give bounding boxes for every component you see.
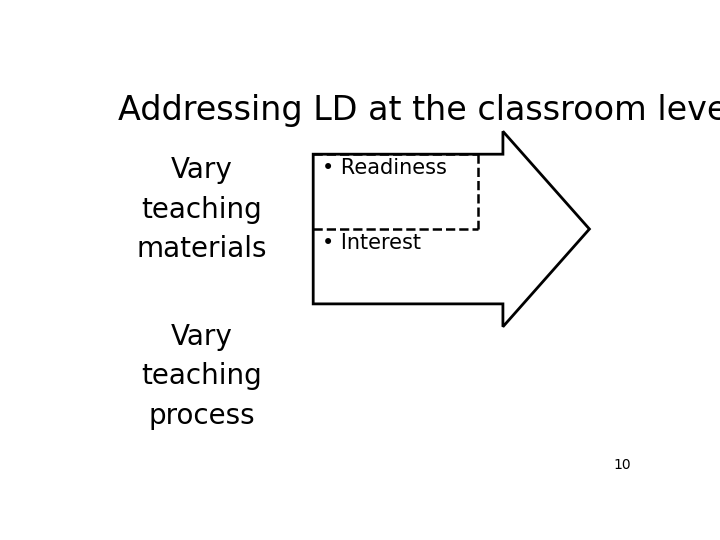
Text: Vary: Vary [171, 322, 233, 350]
Text: • Readiness: • Readiness [322, 158, 446, 178]
Text: process: process [148, 402, 255, 430]
Text: Vary: Vary [171, 156, 233, 184]
Text: Addressing LD at the classroom level: Addressing LD at the classroom level [118, 94, 720, 127]
Text: teaching: teaching [141, 362, 262, 390]
Text: teaching: teaching [141, 196, 262, 224]
Text: • Interest: • Interest [322, 233, 420, 253]
Text: materials: materials [136, 235, 267, 264]
Text: 10: 10 [613, 458, 631, 472]
Polygon shape [313, 131, 590, 327]
